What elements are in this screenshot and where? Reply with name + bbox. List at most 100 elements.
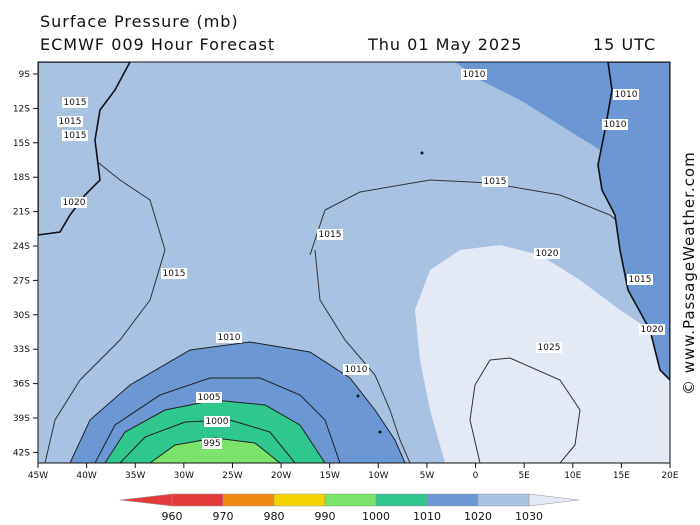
lon-label: 40W [76, 471, 96, 481]
lon-label: 15W [320, 471, 340, 481]
map-title: Surface Pressure (mb) [40, 12, 239, 31]
isobar-label: 1015 [163, 269, 186, 279]
isobar-1015-south [314, 249, 411, 463]
latitude-labels: 9S 12S 15S 18S 21S 24S 27S 30S 33S 36S 39S 42S [13, 70, 38, 458]
isobar-990 [149, 437, 281, 463]
lat-label: 33S [13, 345, 30, 355]
lat-label: 12S [13, 104, 30, 114]
isobar-label-bg [196, 392, 222, 403]
legend-high-arrow [528, 493, 580, 507]
isobar-label: 1015 [59, 117, 82, 127]
isobar-labels: 1010 1015 1015 1015 1020 1015 1015 1020 1025 1010… [57, 69, 665, 449]
isobar-1025 [469, 357, 581, 463]
isobar-label: 1015 [629, 275, 652, 285]
isobar-label: 1005 [198, 393, 221, 403]
legend-label: 990 [315, 510, 336, 523]
longitude-labels: 45W 40W 35W 30W 25W 20W 15W 10W 5W 0 5E 10E 15E 20E [28, 463, 679, 481]
legend-swatch [222, 493, 275, 507]
isobar-label-bg [343, 364, 369, 375]
map-area [38, 62, 670, 463]
isobar-1015-central [309, 179, 641, 256]
isobar-label-bg [627, 274, 653, 285]
isobar-label: 1020 [536, 249, 559, 259]
isobar-label: 1010 [345, 365, 368, 375]
legend-low-arrow [119, 493, 173, 507]
tristan-island [356, 394, 360, 398]
lon-label: 20W [271, 471, 291, 481]
legend-label: 1000 [362, 510, 390, 523]
isobar-label: 1015 [64, 131, 87, 141]
legend-swatch [426, 493, 479, 507]
isobar-label: 1010 [463, 70, 486, 80]
legend-swatch [171, 493, 224, 507]
isobar-label: 1010 [218, 333, 241, 343]
lat-label: 21S [13, 208, 30, 218]
forecast-date: Thu 01 May 2025 [368, 35, 523, 54]
lon-label: 25W [222, 471, 242, 481]
isobar-label: 1025 [538, 343, 561, 353]
south-america-coast [38, 62, 131, 236]
map-frame [37, 61, 671, 464]
isobar-label: 1015 [484, 177, 507, 187]
lat-label: 24S [13, 242, 30, 252]
lat-label: 9S [19, 70, 31, 80]
isobar-label-bg [639, 324, 665, 335]
legend-swatch [273, 493, 326, 507]
forecast-model: ECMWF 009 Hour Forecast [40, 35, 276, 54]
lat-label: 18S [13, 173, 30, 183]
legend-label: 970 [213, 510, 234, 523]
legend-label: 980 [264, 510, 285, 523]
lon-label: 5W [420, 471, 435, 481]
lon-label: 45W [28, 471, 48, 481]
lon-label: 10W [368, 471, 388, 481]
isobar-label-bg [61, 197, 87, 208]
credit-text: © www.PassageWeather.com [680, 151, 698, 395]
legend-label: 1020 [464, 510, 492, 523]
legend-label: 960 [162, 510, 183, 523]
lat-label: 36S [13, 380, 30, 390]
lon-label: 15E [613, 471, 630, 481]
lon-label: 0 [473, 471, 479, 481]
lat-label: 42S [13, 448, 30, 458]
isobar-label-bg [317, 229, 343, 240]
legend-label: 1010 [413, 510, 441, 523]
isobar-label: 1020 [641, 325, 664, 335]
isobar-label: 1015 [64, 98, 87, 108]
isobar-label-bg [161, 268, 187, 279]
lat-label: 30S [13, 311, 30, 321]
gough-island [378, 430, 382, 434]
isobar-label-bg [62, 130, 88, 141]
isobar-label: 1020 [63, 198, 86, 208]
lon-label: 5E [518, 471, 530, 481]
high-pressure-1020 [415, 245, 670, 463]
isobar-label-bg [216, 332, 242, 343]
lon-label: 10E [564, 471, 581, 481]
lon-label: 35W [125, 471, 145, 481]
isobar-label: 995 [203, 439, 220, 449]
isobar-label: 1000 [206, 417, 229, 427]
isobar-label-bg [62, 97, 88, 108]
isobar-1015-west [44, 159, 166, 463]
legend-swatch [375, 493, 428, 507]
isobar-label-bg [534, 248, 560, 259]
lat-label: 15S [13, 139, 30, 149]
isobar-label-bg [602, 119, 628, 130]
isobar-label: 1010 [615, 90, 638, 100]
isobar-label: 1010 [604, 120, 627, 130]
isobar-label-bg [461, 69, 487, 80]
st-helena-island [420, 151, 424, 155]
isobar-label: 1015 [319, 230, 342, 240]
forecast-time: 15 UTC [593, 35, 657, 54]
isobar-label-bg [204, 416, 230, 427]
lat-label: 39S [13, 414, 30, 424]
legend-swatch [477, 493, 530, 507]
legend-label: 1030 [515, 510, 543, 523]
lon-label: 30W [174, 471, 194, 481]
isobar-label-bg [482, 176, 508, 187]
isobar-label-bg [202, 438, 222, 449]
lon-label: 20E [661, 471, 678, 481]
legend-swatch [324, 493, 377, 507]
pressure-legend: 960 970 980 990 1000 1010 1020 1030 [119, 493, 580, 523]
lat-label: 27S [13, 276, 30, 286]
